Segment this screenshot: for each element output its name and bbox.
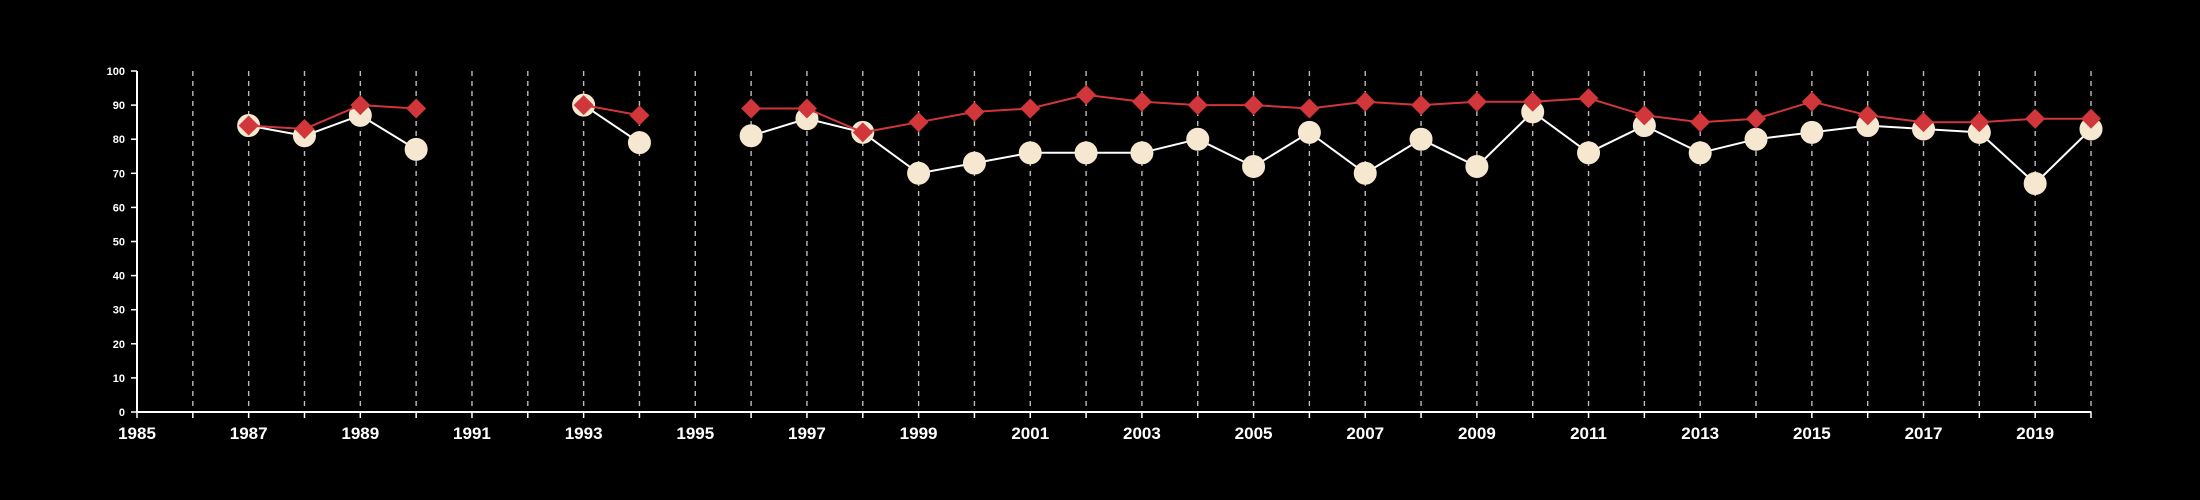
- y-tick-label: 10: [113, 373, 125, 385]
- data-point-diamond: [1076, 84, 1097, 105]
- data-point-circle: [1074, 141, 1098, 165]
- x-tick-label: 2001: [1011, 424, 1049, 443]
- data-point-circle: [404, 137, 428, 161]
- x-tick-label: 2015: [1793, 424, 1831, 443]
- data-point-diamond: [2025, 108, 2046, 129]
- series-line: [248, 104, 417, 131]
- data-point-diamond: [350, 95, 371, 116]
- data-point-diamond: [1411, 95, 1432, 116]
- x-tick-label: 2009: [1458, 424, 1496, 443]
- data-point-circle: [907, 161, 931, 185]
- y-tick-label: 80: [113, 134, 125, 146]
- data-point-circle: [1409, 127, 1433, 151]
- data-point-circle: [1353, 161, 1377, 185]
- y-tick-label: 60: [113, 202, 125, 214]
- data-point-diamond: [629, 105, 650, 126]
- y-tick-label: 30: [113, 305, 125, 317]
- x-tick-label: 1995: [676, 424, 714, 443]
- data-point-diamond: [741, 98, 762, 119]
- data-point-diamond: [1187, 95, 1208, 116]
- axes: 1985 1987 1989 1991 1993 1995 1997 1999 2001 2003…: [107, 66, 2092, 443]
- data-point-diamond: [796, 98, 817, 119]
- series-1-circle: [237, 93, 2103, 196]
- gridlines: [192, 71, 2092, 412]
- x-tick-label: 1991: [453, 424, 491, 443]
- data-point-circle: [1744, 127, 1768, 151]
- data-point-diamond: [1020, 98, 1041, 119]
- data-point-diamond: [1355, 91, 1376, 112]
- x-tick-label: 1993: [565, 424, 603, 443]
- data-point-diamond: [238, 115, 259, 136]
- data-point-circle: [627, 131, 651, 155]
- x-tick-label: 2005: [1235, 424, 1273, 443]
- data-point-diamond: [294, 118, 315, 139]
- data-point-circle: [1297, 120, 1321, 144]
- data-point-diamond: [1243, 95, 1264, 116]
- data-point-diamond: [1634, 105, 1655, 126]
- x-tick-label: 2013: [1681, 424, 1719, 443]
- x-tick-label: 1985: [118, 424, 156, 443]
- x-tick-label: 2003: [1123, 424, 1161, 443]
- data-point-diamond: [1801, 91, 1822, 112]
- data-point-circle: [1018, 141, 1042, 165]
- y-tick-label: 20: [113, 339, 125, 351]
- data-point-circle: [1800, 120, 1824, 144]
- data-point-circle: [739, 124, 763, 148]
- y-tick-label: 70: [113, 168, 125, 180]
- x-tick-label: 1999: [900, 424, 938, 443]
- data-point-circle: [1465, 154, 1489, 178]
- data-point-circle: [1242, 154, 1266, 178]
- data-point-diamond: [1466, 91, 1487, 112]
- x-tick-label: 2011: [1570, 424, 1607, 443]
- x-tick-label: 2007: [1346, 424, 1384, 443]
- data-point-circle: [1688, 141, 1712, 165]
- series-line: [583, 104, 640, 117]
- data-point-diamond: [1913, 112, 1934, 133]
- y-tick-label: 40: [113, 271, 125, 283]
- data-point-diamond: [1746, 108, 1767, 129]
- series-line: [248, 114, 417, 151]
- y-tick-label: 90: [113, 100, 125, 112]
- y-tick-label: 0: [119, 407, 125, 419]
- data-point-diamond: [1969, 112, 1990, 133]
- y-tick-label: 50: [113, 237, 125, 249]
- data-point-diamond: [406, 98, 427, 119]
- x-tick-label: 1989: [341, 424, 379, 443]
- series-2-diamond: [238, 84, 2101, 143]
- data-point-diamond: [852, 122, 873, 143]
- data-point-circle: [1577, 141, 1601, 165]
- x-tick-label: 2017: [1905, 424, 1943, 443]
- data-point-diamond: [1690, 112, 1711, 133]
- data-point-diamond: [1522, 91, 1543, 112]
- data-point-circle: [1186, 127, 1210, 151]
- data-point-diamond: [1299, 98, 1320, 119]
- series: [237, 84, 2103, 196]
- data-point-diamond: [573, 95, 594, 116]
- data-point-circle: [1130, 141, 1154, 165]
- data-point-diamond: [964, 101, 985, 122]
- data-point-diamond: [2081, 108, 2101, 129]
- data-point-diamond: [1578, 88, 1599, 109]
- data-point-diamond: [1857, 105, 1878, 126]
- data-point-diamond: [1131, 91, 1152, 112]
- x-tick-label: 1997: [788, 424, 826, 443]
- data-point-circle: [962, 151, 986, 175]
- x-tick-label: 1987: [230, 424, 268, 443]
- data-point-circle: [2023, 172, 2047, 196]
- data-point-diamond: [908, 112, 929, 133]
- y-tick-label: 100: [107, 66, 125, 78]
- x-tick-label: 2019: [2016, 424, 2054, 443]
